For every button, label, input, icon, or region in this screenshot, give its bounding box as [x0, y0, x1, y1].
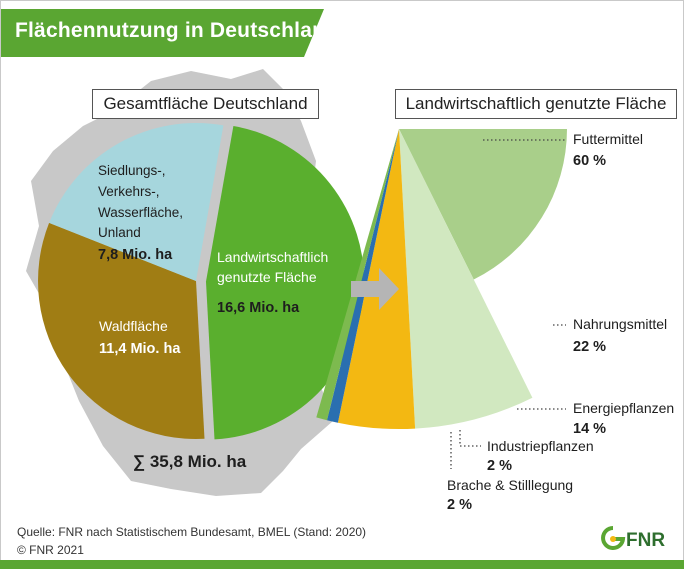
slice-label-futtermittel: Futtermittel	[573, 131, 643, 147]
bottom-accent-bar	[0, 560, 684, 569]
svg-text:FNR: FNR	[626, 530, 665, 551]
pie-value-landwirtschaft: 16,6 Mio. ha	[217, 300, 300, 316]
right-pie-chart	[316, 129, 567, 430]
pie-value-siedlung: 7,8 Mio. ha	[98, 247, 173, 263]
fnr-logo-icon: FNR	[601, 526, 665, 551]
pie-label-wald: Waldfläche	[99, 318, 168, 334]
slice-label-energiepflanzen: Energiepflanzen	[573, 400, 674, 416]
pie-slice-waldflaeche	[38, 222, 205, 440]
leader-lines	[450, 139, 566, 469]
pie-slice-industriepflanzen	[327, 129, 399, 423]
copyright-line: © FNR 2021	[17, 543, 84, 557]
pie-value-wald: 11,4 Mio. ha	[99, 341, 181, 357]
left-pie-chart	[38, 123, 365, 440]
pie-label-siedlung: Siedlungs-, Verkehrs-, Wasserfläche, Unl…	[98, 163, 187, 240]
slice-label-brache: Brache & Stilllegung	[447, 477, 573, 493]
pie-slice-landwirtschaft	[205, 126, 365, 440]
left-chart-title: Gesamtfläche Deutschland	[92, 89, 319, 119]
slice-value-energiepflanzen: 14 %	[573, 421, 606, 437]
slice-value-nahrungsmittel: 22 %	[573, 339, 606, 355]
pie-slice-siedlung	[49, 123, 224, 282]
pie-slice-nahrungsmittel	[399, 129, 533, 429]
slice-value-industriepflanzen: 2 %	[487, 458, 512, 474]
arrow-icon	[351, 268, 399, 310]
pie-label-landwirtschaft: Landwirtschaftlich genutzte Fläche	[217, 249, 332, 285]
slice-value-brache: 2 %	[447, 497, 472, 513]
slice-label-industriepflanzen: Industriepflanzen	[487, 438, 594, 454]
title-banner-shape	[1, 9, 324, 57]
pie-slice-brache	[316, 129, 399, 421]
right-chart-title: Landwirtschaftlich genutzte Fläche	[395, 89, 677, 119]
source-note: Quelle: FNR nach Statistischem Bundesamt…	[17, 523, 366, 559]
title-banner: Flächennutzung in Deutschland	[1, 9, 338, 57]
pie-slice-futtermittel	[399, 129, 567, 280]
total-label: ∑ 35,8 Mio. ha	[133, 452, 247, 471]
slice-value-futtermittel: 60 %	[573, 153, 606, 169]
pie-slice-energiepflanzen	[337, 129, 416, 430]
slice-label-nahrungsmittel: Nahrungsmittel	[573, 316, 667, 332]
fnr-logo: FNR	[601, 525, 671, 551]
page-title: Flächennutzung in Deutschland	[15, 19, 339, 42]
source-line: Quelle: FNR nach Statistischem Bundesamt…	[17, 525, 367, 539]
